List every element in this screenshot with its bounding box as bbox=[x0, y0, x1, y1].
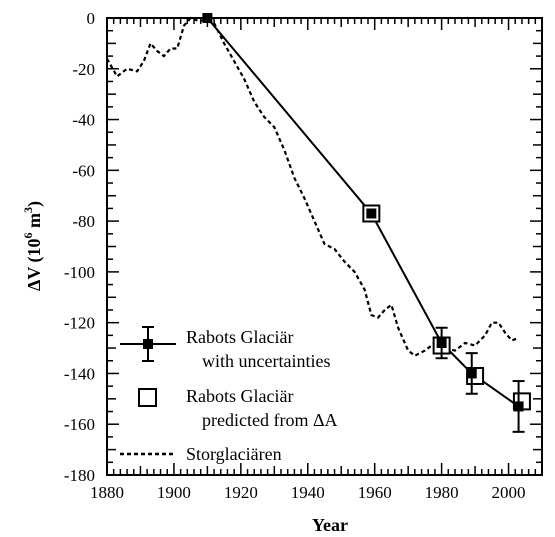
y-tick-label: -100 bbox=[64, 263, 95, 282]
y-tick-label: -20 bbox=[72, 60, 95, 79]
x-tick-label: 1920 bbox=[224, 483, 258, 502]
rabots-measured-marker bbox=[366, 208, 377, 219]
tick-labels: 1880 1900 1920 1940 1960 1980 2000 0 -20 -40 -60 -8… bbox=[64, 9, 526, 502]
storglaciaren-line bbox=[106, 16, 519, 357]
plot-frame bbox=[106, 17, 543, 476]
legend-label-rabots-measured-line2: with uncertainties bbox=[202, 351, 330, 371]
rabots-measured-marker bbox=[513, 401, 524, 412]
legend-marker-filled-square bbox=[143, 339, 153, 349]
legend-label-rabots-predicted-line2: predicted from ΔA bbox=[202, 410, 338, 430]
rabots-measured-marker bbox=[466, 368, 477, 379]
legend-marker-open-square bbox=[138, 388, 157, 407]
legend-item-rabots-measured: Rabots Glaciär with uncertainties bbox=[120, 326, 330, 371]
rabots-measured-marker bbox=[436, 337, 447, 348]
x-tick-label: 2000 bbox=[492, 483, 526, 502]
legend-label-rabots-measured: Rabots Glaciär bbox=[186, 327, 293, 347]
y-tick-label: 0 bbox=[87, 9, 96, 28]
tick-marks bbox=[106, 17, 543, 476]
legend-item-rabots-predicted: Rabots Glaciär predicted from ΔA bbox=[138, 386, 338, 430]
x-tick-label: 1960 bbox=[358, 483, 392, 502]
x-tick-label: 1880 bbox=[90, 483, 124, 502]
x-tick-label: 1900 bbox=[157, 483, 191, 502]
y-tick-label: -60 bbox=[72, 161, 95, 180]
y-tick-label: -40 bbox=[72, 111, 95, 130]
series-layer bbox=[106, 13, 531, 433]
y-tick-label: -180 bbox=[64, 466, 95, 485]
y-axis-title: ΔV (106 m3) bbox=[21, 201, 45, 291]
y-tick-label: -80 bbox=[72, 212, 95, 231]
legend-label-rabots-predicted: Rabots Glaciär bbox=[186, 386, 293, 406]
legend: Rabots Glaciär with uncertainties Rabots… bbox=[120, 326, 338, 464]
x-axis-title: Year bbox=[312, 515, 348, 535]
y-tick-label: -160 bbox=[64, 415, 95, 434]
x-tick-label: 1940 bbox=[291, 483, 325, 502]
legend-item-storglaciaren: Storglaciären bbox=[120, 444, 282, 464]
x-tick-label: 1980 bbox=[425, 483, 459, 502]
y-tick-label: -140 bbox=[64, 364, 95, 383]
y-tick-label: -120 bbox=[64, 314, 95, 333]
legend-label-storglaciaren: Storglaciären bbox=[186, 444, 282, 464]
